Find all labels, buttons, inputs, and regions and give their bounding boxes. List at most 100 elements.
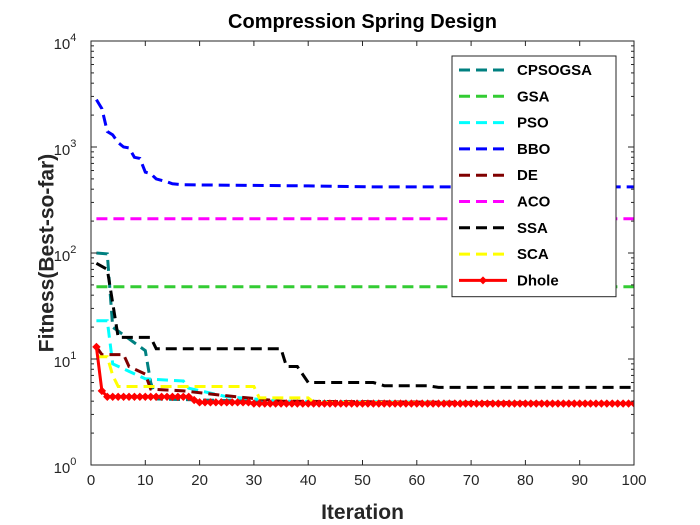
series-dhole [92,342,634,408]
data-point-dhole [369,399,378,408]
data-point-dhole [608,399,617,408]
data-point-dhole [189,395,199,405]
series-de [95,346,634,405]
data-point-dhole [532,399,541,408]
legend: CPSOGSA GSA PSO BBO DE ACO SSA SCA Dhole [451,55,617,298]
data-point-dhole [580,399,590,408]
x-tick-label: 0 [87,472,95,489]
data-point-dhole [618,399,628,408]
data-point-dhole [488,399,498,408]
data-point-dhole [613,399,622,408]
data-point-dhole [217,398,226,407]
data-point-dhole [271,399,280,408]
data-point-dhole [200,398,210,407]
series-line-bbo [95,98,634,189]
y-axis-label: Fitness(Best-so-far) [35,154,58,352]
data-point-dhole [119,392,128,402]
data-point-dhole [293,399,302,408]
data-point-dhole [124,392,134,402]
series-ssa [95,261,634,389]
data-point-dhole [591,399,601,408]
data-point-dhole [472,399,481,408]
x-tick-label: 90 [571,472,588,489]
y-tick-label: 104 [54,32,77,53]
data-point-dhole [450,399,460,408]
series-line-sca [96,355,634,405]
data-point-dhole [255,399,264,408]
data-point-dhole [548,399,557,408]
data-point-dhole [113,392,123,402]
data-point-dhole [298,399,307,408]
data-point-dhole [314,399,324,408]
x-tick-label: 70 [463,472,480,489]
data-point-dhole [97,386,107,396]
data-point-dhole [624,399,633,408]
series-line-ssa [95,261,634,389]
data-point-dhole [162,392,172,402]
data-point-dhole [526,399,536,408]
data-point-dhole [320,399,329,408]
data-point-dhole [477,399,487,408]
chart-title: Compression Spring Design [228,11,497,33]
y-tick-label: 102 [54,244,77,265]
data-point-dhole [542,399,552,408]
data-point-dhole [146,392,155,402]
data-point-dhole [537,399,546,408]
data-point-dhole [130,392,139,402]
data-point-dhole [374,399,383,408]
x-axis-label: Iteration [321,501,404,524]
data-point-dhole [347,399,356,408]
data-point-dhole [570,399,579,408]
axis-ticks: 0 10 20 30 40 50 60 70 80 90 100 100 101 102 103 104 [54,32,647,489]
data-point-dhole [461,399,470,408]
data-point-dhole [418,399,427,408]
series-bbo [95,98,634,189]
data-point-dhole [439,399,449,408]
data-point-dhole [92,342,101,352]
data-point-dhole [233,398,242,407]
data-point-dhole [515,399,525,408]
data-point-dhole [227,398,237,407]
data-point-dhole [363,399,373,408]
data-point-dhole [195,398,204,407]
data-point-dhole [407,399,416,408]
data-point-dhole [483,399,492,408]
data-point-dhole [629,399,634,408]
data-point-dhole [260,399,269,408]
x-tick-label: 20 [191,472,208,489]
data-point-dhole [412,399,422,408]
data-point-dhole [510,399,519,408]
data-point-dhole [553,399,563,408]
data-point-dhole [602,399,612,408]
legend-label-sca: SCA [517,246,549,263]
data-point-dhole [287,399,297,408]
y-tick-label: 101 [54,350,77,371]
data-point-dhole [276,399,286,408]
data-point-dhole [309,399,318,408]
x-tick-label: 40 [300,472,317,489]
data-point-dhole [428,399,438,408]
data-point-dhole [249,399,259,408]
data-point-dhole [103,392,112,402]
data-point-dhole [396,399,405,408]
data-point-dhole [179,392,188,402]
x-tick-label: 80 [517,472,534,489]
legend-label-de: DE [517,167,538,184]
data-point-dhole [559,399,568,408]
data-point-dhole [342,399,351,408]
legend-label-gsa: GSA [517,88,550,105]
data-point-dhole [456,399,465,408]
data-point-dhole [390,399,400,408]
data-point-dhole [586,399,595,408]
legend-label-cpsogsa: CPSOGSA [517,62,592,79]
data-point-dhole [358,399,367,408]
data-point-dhole [352,399,362,408]
legend-label-dhole: Dhole [517,272,559,289]
data-point-dhole [336,399,345,408]
data-point-dhole [173,392,183,402]
data-point-dhole [265,399,275,408]
data-point-dhole [521,399,530,408]
legend-label-pso: PSO [517,115,549,132]
data-point-dhole [385,399,394,408]
